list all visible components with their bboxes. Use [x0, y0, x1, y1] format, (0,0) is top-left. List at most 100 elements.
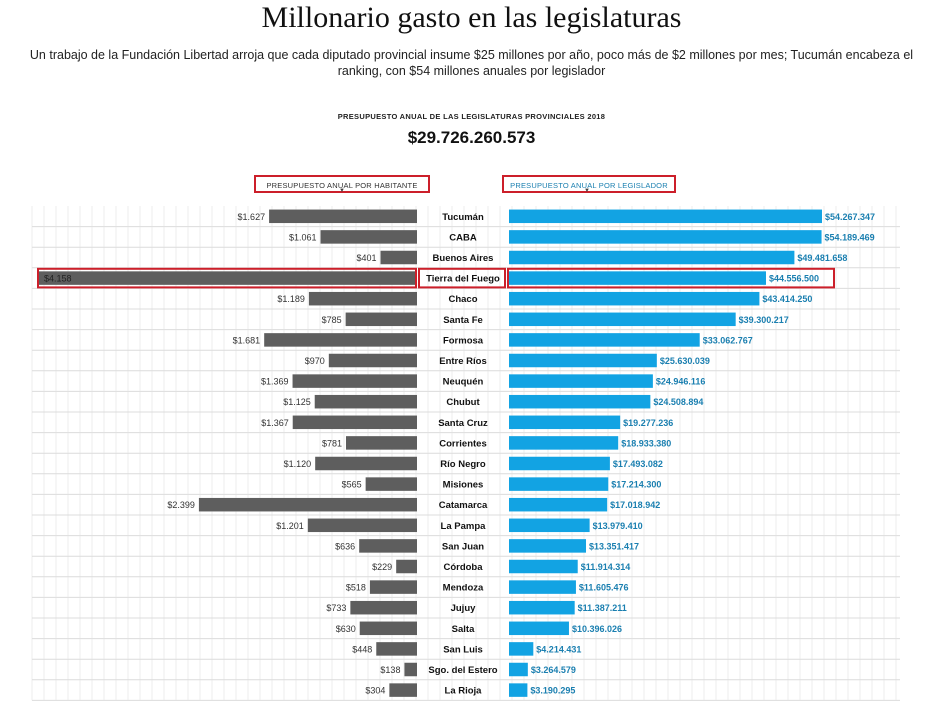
- highlight-box-center: [418, 267, 506, 289]
- habitante-bar[interactable]: [346, 436, 417, 450]
- legislador-bar[interactable]: [509, 518, 590, 533]
- habitante-bar[interactable]: [39, 271, 417, 285]
- habitante-value-label: $1.627: [238, 212, 266, 222]
- province-label: Buenos Aires: [433, 253, 494, 264]
- legislador-bar[interactable]: [509, 353, 657, 368]
- legislador-bar[interactable]: [509, 415, 621, 430]
- chart-row: $1.367 Santa Cruz $19.277.236: [32, 415, 900, 434]
- habitante-value-label: $401: [357, 253, 377, 263]
- habitante-bar[interactable]: [198, 497, 417, 512]
- legislador-bar[interactable]: [509, 333, 700, 347]
- habitante-bar[interactable]: [350, 600, 417, 615]
- habitante-bar[interactable]: [264, 333, 417, 347]
- chart-row: $733 Jujuy $11.387.211: [32, 600, 900, 619]
- habitante-value-label: $4.158: [44, 274, 72, 284]
- legislador-value-label: $33.062.767: [703, 335, 753, 345]
- legislador-bar[interactable]: [509, 291, 760, 306]
- chart-row: $565 Misiones $17.214.300: [32, 477, 900, 495]
- habitante-value-label: $785: [322, 315, 342, 325]
- legislador-bar[interactable]: [509, 683, 528, 697]
- total-budget: $29.726.260.573: [407, 128, 536, 147]
- province-label: Santa Fe: [443, 315, 483, 326]
- legislador-bar[interactable]: [509, 312, 736, 327]
- legislador-value-label: $49.481.658: [797, 253, 847, 263]
- habitante-value-label: $518: [346, 583, 366, 593]
- page-subtitle: Un trabajo de la Fundación Libertad arro…: [29, 48, 914, 78]
- legislador-bar[interactable]: [509, 477, 609, 491]
- province-label: Tucumán: [442, 212, 484, 223]
- habitante-bar[interactable]: [359, 539, 417, 553]
- legislador-bar[interactable]: [509, 642, 534, 656]
- habitante-bar[interactable]: [359, 621, 417, 636]
- province-label: Santa Cruz: [438, 418, 488, 429]
- legislador-bar[interactable]: [509, 250, 795, 265]
- legislador-bar[interactable]: [509, 271, 766, 285]
- legislador-bar[interactable]: [509, 209, 822, 224]
- chart-row: $636 San Juan $13.351.417: [32, 539, 900, 557]
- legislador-bar[interactable]: [509, 559, 578, 574]
- legislador-value-label: $18.933.380: [621, 438, 671, 448]
- right-series-header[interactable]: PRESUPUESTO ANUAL POR LEGISLADOR: [502, 175, 676, 193]
- province-label: San Juan: [442, 541, 484, 552]
- habitante-bar[interactable]: [369, 580, 417, 594]
- left-sort-caret-icon: ▼: [339, 188, 345, 194]
- habitante-bar[interactable]: [328, 353, 417, 368]
- legislador-value-label: $54.189.469: [825, 232, 875, 242]
- legislador-bar[interactable]: [509, 456, 610, 471]
- habitante-bar[interactable]: [365, 477, 417, 491]
- habitante-bar[interactable]: [269, 209, 417, 224]
- legislador-bar[interactable]: [509, 497, 608, 512]
- legislador-value-label: $11.387.211: [578, 603, 627, 613]
- legislador-bar[interactable]: [509, 436, 619, 450]
- page-title: Millonario gasto en las legislaturas: [261, 1, 682, 34]
- legislador-bar[interactable]: [509, 394, 651, 409]
- province-label: Córdoba: [443, 562, 483, 573]
- chart-row: $1.125 Chubut $24.508.894: [32, 394, 900, 413]
- habitante-bar[interactable]: [314, 394, 417, 409]
- chart-row: $518 Mendoza $11.605.476: [32, 580, 900, 598]
- legislador-bar[interactable]: [509, 662, 528, 677]
- legislador-value-label: $25.630.039: [660, 356, 710, 366]
- habitante-value-label: $229: [372, 562, 392, 572]
- habitante-bar[interactable]: [308, 291, 417, 306]
- legislador-value-label: $3.264.579: [531, 665, 576, 675]
- habitante-value-label: $636: [335, 541, 355, 551]
- habitante-bar[interactable]: [376, 642, 417, 656]
- habitante-bar[interactable]: [396, 559, 417, 574]
- legislador-bar[interactable]: [509, 230, 822, 244]
- chart-row: $229 Córdoba $11.914.314: [32, 559, 900, 578]
- habitante-value-label: $781: [322, 438, 342, 448]
- chart-row: $1.061 CABA $54.189.469: [32, 230, 900, 248]
- habitante-bar[interactable]: [320, 230, 417, 244]
- legislador-bar[interactable]: [509, 374, 653, 388]
- habitante-value-label: $1.125: [283, 397, 311, 407]
- habitante-bar[interactable]: [345, 312, 417, 327]
- habitante-bar[interactable]: [389, 683, 417, 697]
- legislador-value-label: $3.190.295: [530, 686, 575, 696]
- habitante-bar[interactable]: [292, 415, 417, 430]
- legislador-bar[interactable]: [509, 600, 575, 615]
- habitante-value-label: $733: [326, 603, 346, 613]
- habitante-value-label: $1.189: [277, 294, 305, 304]
- legislador-value-label: $44.556.500: [769, 274, 819, 284]
- legislador-value-label: $43.414.250: [762, 294, 812, 304]
- habitante-bar[interactable]: [315, 456, 417, 471]
- habitante-bar[interactable]: [380, 250, 417, 265]
- chart-row: $304 La Rioja $3.190.295: [32, 683, 900, 701]
- highlight-box-left: [37, 267, 417, 289]
- chart-kicker: PRESUPUESTO ANUAL DE LAS LEGISLATURAS PR…: [337, 112, 606, 121]
- habitante-bar[interactable]: [292, 374, 417, 388]
- habitante-bar[interactable]: [307, 518, 417, 533]
- chart-row: $138 Sgo. del Estero $3.264.579: [32, 662, 900, 681]
- legislador-bar[interactable]: [509, 621, 569, 636]
- chart-row: $785 Santa Fe $39.300.217: [32, 312, 900, 331]
- chart-row: $1.681 Formosa $33.062.767: [32, 333, 900, 351]
- chart-row: $1.189 Chaco $43.414.250: [32, 291, 900, 310]
- legislador-bar[interactable]: [509, 580, 576, 594]
- left-series-header[interactable]: PRESUPUESTO ANUAL POR HABITANTE: [254, 175, 430, 193]
- legislador-bar[interactable]: [509, 539, 587, 553]
- province-label: Jujuy: [451, 603, 477, 614]
- chart-row: $781 Corrientes $18.933.380: [32, 436, 900, 454]
- habitante-bar[interactable]: [404, 662, 417, 677]
